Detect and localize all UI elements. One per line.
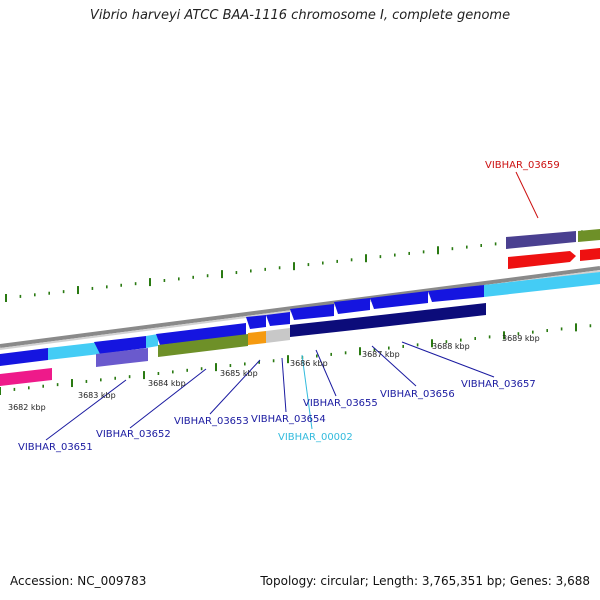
gene-feature-olive-forward[interactable]	[578, 229, 600, 242]
gene-label-03654[interactable]: VIBHAR_03654	[251, 414, 326, 425]
gene-feature-purple-forward[interactable]	[506, 231, 576, 249]
gene-feature-blue-03655[interactable]	[290, 304, 334, 320]
gene-feature-blue-03651[interactable]	[94, 336, 146, 354]
map-title: Vibrio harveyi ATCC BAA-1116 chromosome …	[89, 8, 511, 23]
ruler-label-3686: 3686 kbp	[290, 359, 328, 368]
gene-label-03651[interactable]: VIBHAR_03651	[18, 442, 93, 453]
ruler-label-3682: 3682 kbp	[8, 403, 46, 412]
gene-feature-blue-right[interactable]	[428, 285, 484, 302]
backbone-line	[0, 266, 600, 348]
ruler-label-3689: 3689 kbp	[502, 334, 540, 343]
ruler-label-3683: 3683 kbp	[78, 391, 116, 400]
label-leaders	[45, 341, 495, 441]
label-leader-00002	[301, 354, 313, 430]
gene-feature-blue-left[interactable]	[0, 348, 48, 366]
gene-feature-blue-03653[interactable]	[246, 315, 266, 329]
gene-feature-olive-lower[interactable]	[158, 334, 248, 357]
gene-feature-orange[interactable]	[248, 331, 266, 345]
gene-feature-blue-03654[interactable]	[266, 312, 290, 326]
gene-label-03656[interactable]: VIBHAR_03656	[380, 389, 455, 400]
gene-label-03655[interactable]: VIBHAR_03655	[303, 398, 378, 409]
ruler-label-3687: 3687 kbp	[362, 350, 400, 359]
gene-label-03659[interactable]: VIBHAR_03659	[485, 160, 560, 171]
topology-text: Topology: circular; Length: 3,765,351 bp…	[260, 574, 590, 588]
gene-label-03657[interactable]: VIBHAR_03657	[461, 379, 536, 390]
gene-feature-gray[interactable]	[266, 328, 290, 343]
gene-feature-navy-1[interactable]	[290, 320, 336, 337]
label-leader-03659	[515, 171, 539, 219]
gene-feature-navy-3[interactable]	[372, 303, 486, 328]
gene-feature-navy-2[interactable]	[336, 316, 372, 332]
gene-label-03653[interactable]: VIBHAR_03653	[174, 416, 249, 427]
ruler-label-3688: 3688 kbp	[432, 342, 470, 351]
gene-feature-lightblue-03652[interactable]	[146, 334, 158, 348]
accession-text: Accession: NC_009783	[10, 574, 147, 588]
gene-feature-red-forward-2[interactable]	[580, 248, 600, 261]
gene-feature-blue-03657[interactable]	[370, 291, 428, 309]
ruler-label-3684: 3684 kbp	[148, 379, 186, 388]
gene-label-03652[interactable]: VIBHAR_03652	[96, 429, 171, 440]
ruler-label-3685: 3685 kbp	[220, 369, 258, 378]
gene-feature-red-forward[interactable]	[508, 251, 576, 269]
gene-feature-lightblue-right[interactable]	[484, 272, 600, 297]
gene-feature-blue-03652[interactable]	[156, 323, 246, 345]
inner-tick-row	[0, 323, 592, 395]
gene-feature-blue-03656[interactable]	[334, 298, 370, 314]
gene-label-00002[interactable]: VIBHAR_00002	[278, 432, 353, 443]
gene-feature-magenta[interactable]	[0, 368, 52, 386]
gene-feature-lightblue-left[interactable]	[48, 342, 100, 360]
gene-feature-purple-lower[interactable]	[96, 348, 148, 367]
